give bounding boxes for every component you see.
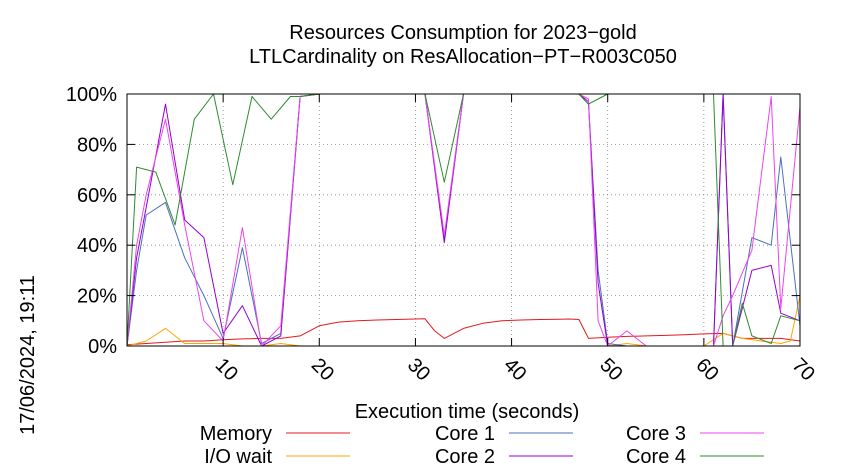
y-tick-label: 100% — [66, 84, 117, 106]
x-tick-label: 40 — [499, 354, 530, 385]
y-tick-label: 80% — [77, 134, 117, 156]
axis-ticks: 0% 20% 40% 60% 80% 100% 10 20 30 40 50 60 70 — [66, 84, 819, 385]
x-tick-label: 30 — [403, 354, 434, 385]
grid-lines — [127, 94, 800, 346]
x-tick-label: 20 — [307, 354, 338, 385]
series-line-memory — [126, 318, 801, 346]
legend-label-core-3: Core 3 — [626, 423, 686, 445]
x-tick-label: 50 — [595, 354, 626, 385]
y-tick-label: 60% — [77, 185, 117, 207]
y-tick-label: 0% — [88, 336, 117, 358]
x-tick-label: 70 — [788, 354, 819, 385]
series-line-core-2 — [126, 93, 801, 347]
timestamp-label: 17/06/2024, 19:11 — [17, 275, 39, 435]
series-lines — [126, 93, 801, 347]
chart-title-line-1: Resources Consumption for 2023−gold — [289, 22, 636, 44]
legend-label-core-4: Core 4 — [626, 446, 686, 468]
legend-label-memory: Memory — [200, 423, 272, 445]
legend-label-core-1: Core 1 — [435, 423, 495, 445]
x-tick-label: 10 — [211, 354, 242, 385]
series-line-core-3 — [126, 93, 801, 347]
legend-label-core-2: Core 2 — [435, 446, 495, 468]
legend-label-i-o-wait: I/O wait — [204, 446, 272, 468]
series-line-core-1 — [126, 93, 801, 347]
plot-frame — [126, 93, 801, 347]
chart-title-line-2: LTLCardinality on ResAllocation−PT−R003C… — [249, 46, 677, 68]
y-tick-label: 40% — [77, 235, 117, 257]
x-axis-label: Execution time (seconds) — [355, 401, 580, 423]
series-line-i-o-wait — [126, 295, 801, 347]
series-line-core-4 — [126, 93, 801, 347]
x-tick-label: 60 — [691, 354, 722, 385]
y-tick-label: 20% — [77, 286, 117, 308]
